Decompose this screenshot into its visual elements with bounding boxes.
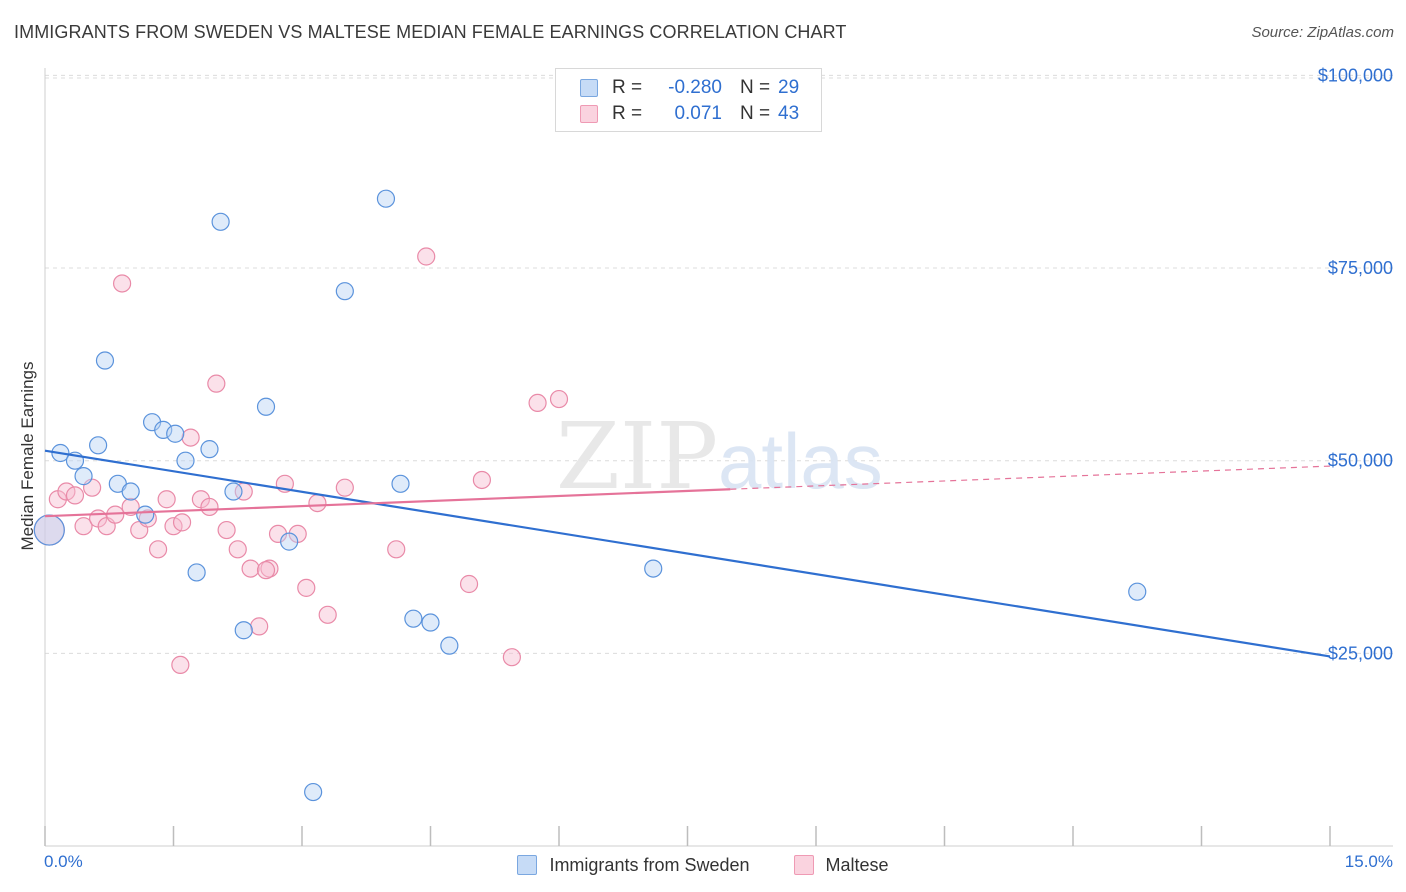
point-sweden <box>335 282 354 301</box>
point-sweden <box>256 397 276 416</box>
r-value: -0.280 <box>668 77 722 98</box>
sweden-swatch <box>580 79 598 97</box>
point-maltese <box>241 559 260 578</box>
point-maltese <box>417 247 436 266</box>
point-sweden <box>211 212 230 231</box>
point-maltese <box>528 393 547 413</box>
point-sweden <box>644 559 663 578</box>
point-maltese <box>172 513 192 532</box>
point-maltese <box>74 517 93 536</box>
point-maltese <box>112 274 132 293</box>
point-sweden <box>95 351 115 370</box>
point-maltese <box>57 482 76 501</box>
watermark-atlas: atlas <box>718 417 883 505</box>
legend-item-maltese[interactable]: Maltese <box>793 854 889 876</box>
legend-item-sweden[interactable]: Immigrants from Sweden <box>517 854 750 876</box>
y-axis-label: Median Female Earnings <box>18 361 37 551</box>
point-sweden <box>440 636 459 655</box>
point-sweden <box>166 424 185 443</box>
point-maltese <box>459 574 479 594</box>
point-sweden <box>1128 582 1147 601</box>
point-maltese <box>65 486 85 505</box>
point-sweden <box>154 420 173 439</box>
maltese-swatch <box>793 855 814 875</box>
point-maltese <box>308 493 327 513</box>
series-maltese <box>33 247 569 675</box>
point-maltese <box>121 497 140 517</box>
legend-label-sweden: Immigrants from Sweden <box>549 854 750 875</box>
maltese-swatch <box>580 105 598 123</box>
n-label: N = <box>740 77 771 98</box>
x-tick-label-min: 0.0% <box>44 852 83 871</box>
point-maltese <box>387 540 406 559</box>
point-maltese <box>217 520 236 540</box>
point-sweden <box>74 467 93 486</box>
point-sweden <box>376 189 396 208</box>
trend-line-sweden <box>44 449 1331 658</box>
point-maltese <box>181 428 200 447</box>
source-label: Source: ZipAtlas.com <box>1251 24 1394 41</box>
y-tick-label: $50,000 <box>1328 451 1393 471</box>
trend-lines <box>44 449 1331 658</box>
y-tick-label: $100,000 <box>1318 65 1393 85</box>
trend-line-maltese-extension <box>730 465 1331 490</box>
point-maltese <box>250 617 269 636</box>
n-value: 43 <box>778 103 800 124</box>
x-tick-label-max: 15.0% <box>1344 852 1393 871</box>
point-maltese <box>472 470 491 490</box>
point-sweden <box>200 440 219 459</box>
point-sweden <box>89 436 108 455</box>
point-sweden <box>136 505 155 524</box>
y-tick-label: $25,000 <box>1328 643 1393 663</box>
point-sweden <box>391 474 410 493</box>
y-tick-label: $75,000 <box>1328 258 1393 278</box>
n-label: N = <box>740 103 771 124</box>
series-sweden <box>33 189 1147 802</box>
stat-row-maltese: R = 0.071 N = 43 <box>580 101 799 127</box>
sweden-swatch <box>517 855 538 875</box>
n-value: 29 <box>778 77 800 98</box>
point-sweden <box>33 514 65 546</box>
point-sweden <box>234 621 253 640</box>
point-maltese <box>148 540 168 559</box>
point-maltese <box>549 389 569 409</box>
r-value: 0.071 <box>674 103 722 124</box>
point-sweden <box>421 613 440 632</box>
point-sweden <box>121 482 140 501</box>
axes <box>44 68 1393 847</box>
point-sweden <box>304 782 323 802</box>
correlation-stats-box: R = -0.280 N = 29 R = 0.071 N = 43 <box>555 68 822 132</box>
point-maltese <box>171 655 190 675</box>
point-sweden <box>280 532 299 551</box>
r-label: R = <box>612 77 643 98</box>
point-maltese <box>164 517 183 536</box>
legend-label-maltese: Maltese <box>825 854 889 875</box>
trend-line-maltese <box>44 488 731 518</box>
y-tick-labels: $25,000 $50,000 $75,000 $100,000 <box>1318 65 1393 663</box>
stat-row-sweden: R = -0.280 N = 29 <box>580 75 799 101</box>
point-sweden <box>187 563 206 582</box>
point-maltese <box>228 540 247 559</box>
point-sweden <box>176 451 195 470</box>
point-maltese <box>256 561 276 580</box>
r-label: R = <box>612 103 643 124</box>
point-maltese <box>207 374 226 393</box>
point-sweden <box>404 609 423 628</box>
point-sweden <box>224 482 243 501</box>
point-maltese <box>200 497 219 517</box>
chart-title: IMMIGRANTS FROM SWEDEN VS MALTESE MEDIAN… <box>14 22 847 42</box>
point-maltese <box>157 490 176 509</box>
point-maltese <box>297 578 316 597</box>
point-maltese <box>335 478 354 497</box>
point-maltese <box>318 605 337 624</box>
legend: Immigrants from Sweden Maltese <box>0 852 1406 878</box>
point-maltese <box>502 648 521 667</box>
